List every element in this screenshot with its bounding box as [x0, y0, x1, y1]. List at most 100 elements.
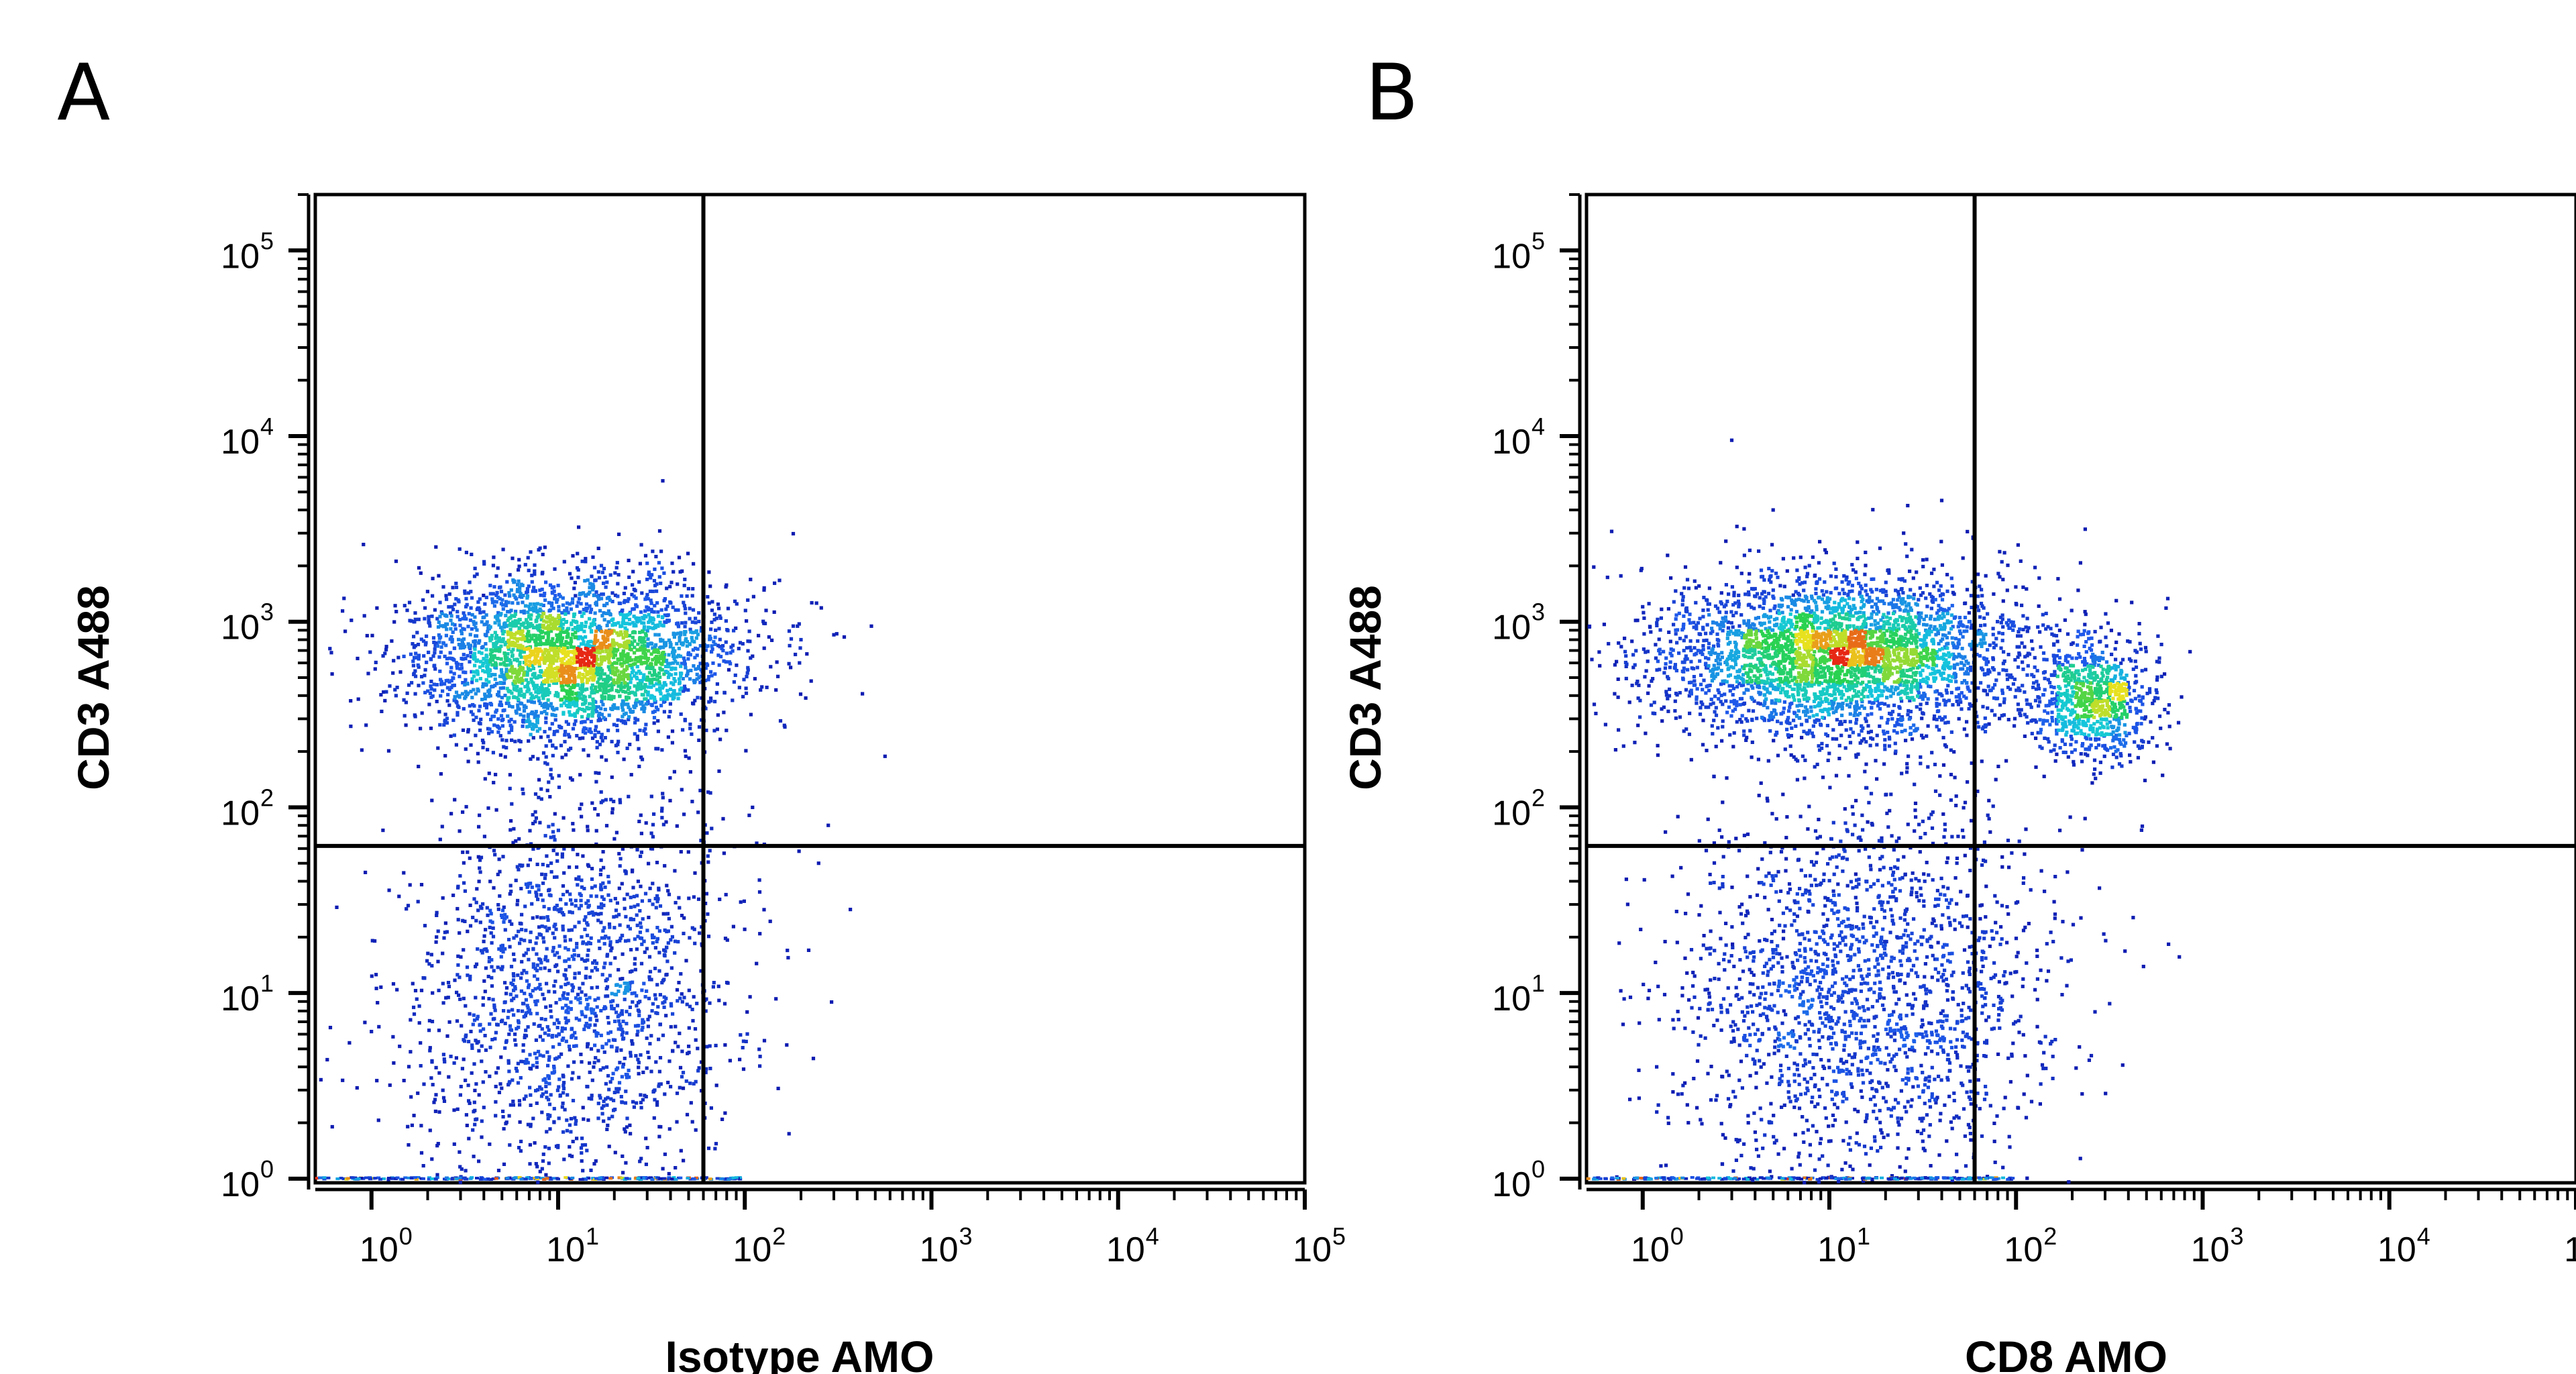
event-dot	[684, 754, 688, 758]
event-dot	[464, 1078, 468, 1082]
event-dot	[551, 1071, 555, 1075]
event-dot	[610, 1006, 614, 1010]
event-dot	[591, 621, 595, 625]
event-dot	[600, 733, 604, 737]
event-dot	[600, 614, 604, 618]
event-dot	[652, 677, 656, 682]
event-dot	[593, 1012, 597, 1016]
event-dot	[440, 825, 444, 829]
event-dot	[648, 616, 652, 620]
event-dot	[545, 1024, 549, 1029]
event-dot	[704, 1067, 708, 1071]
event-dot	[625, 1010, 629, 1014]
event-dot	[441, 982, 445, 986]
event-dot	[518, 653, 522, 657]
event-dot	[364, 723, 368, 727]
event-dot	[553, 980, 557, 984]
event-dot	[604, 994, 608, 998]
event-dot	[453, 627, 458, 631]
event-dot	[649, 678, 653, 682]
event-dot	[557, 1055, 561, 1059]
event-dot	[551, 743, 555, 747]
event-dot	[698, 788, 702, 792]
event-dot	[542, 940, 546, 944]
event-dot	[636, 1008, 640, 1012]
event-dot	[451, 893, 455, 898]
event-dot	[496, 903, 500, 907]
event-dot	[608, 646, 612, 650]
event-dot	[629, 905, 633, 909]
event-dot	[607, 1145, 611, 1149]
event-dot	[463, 681, 467, 685]
event-dot	[460, 657, 464, 661]
event-dot	[470, 1071, 474, 1075]
event-dot	[543, 661, 547, 665]
event-dot	[641, 917, 645, 921]
event-dot	[521, 724, 525, 729]
event-dot	[612, 641, 616, 645]
event-dot	[517, 929, 521, 933]
event-dot	[537, 796, 541, 800]
event-dot	[532, 586, 536, 590]
event-dot	[737, 686, 741, 690]
event-dot	[600, 668, 604, 672]
event-dot	[547, 1033, 551, 1037]
event-dot	[704, 902, 708, 906]
event-dot	[606, 893, 610, 897]
event-dot	[762, 646, 766, 650]
event-dot	[544, 744, 548, 748]
event-dot	[706, 860, 710, 864]
event-dot	[742, 678, 746, 682]
event-dot	[584, 560, 588, 564]
event-dot	[549, 657, 553, 661]
event-dot	[608, 613, 612, 617]
event-dot	[553, 617, 557, 621]
event-dot	[534, 816, 538, 820]
event-dot	[735, 664, 739, 668]
event-dot	[580, 802, 584, 806]
event-dot	[531, 965, 535, 969]
event-dot	[559, 644, 563, 648]
event-dot	[716, 602, 720, 606]
event-dot	[539, 617, 543, 622]
event-dot	[521, 634, 525, 638]
event-dot	[539, 1016, 543, 1021]
event-dot	[639, 1053, 643, 1057]
event-dot	[481, 745, 485, 749]
event-dot	[476, 600, 480, 604]
event-dot	[444, 594, 448, 598]
event-dot	[650, 681, 654, 685]
event-dot	[628, 707, 632, 711]
event-dot	[619, 613, 623, 617]
event-dot	[565, 678, 569, 682]
event-dot	[467, 645, 471, 649]
event-dot	[531, 606, 535, 610]
event-dot	[325, 1057, 329, 1062]
event-dot	[513, 987, 517, 991]
event-dot	[669, 1004, 674, 1008]
event-dot	[524, 1011, 528, 1015]
event-dot	[635, 1101, 639, 1105]
event-dot	[713, 1147, 717, 1151]
event-dot	[741, 1046, 745, 1050]
event-dot	[441, 1053, 445, 1057]
event-dot	[672, 635, 676, 639]
event-dot	[609, 1097, 613, 1101]
event-dot	[531, 633, 536, 637]
event-dot	[382, 690, 386, 694]
event-dot	[686, 672, 690, 676]
event-dot	[580, 677, 584, 681]
event-dot	[549, 604, 554, 608]
event-dot	[462, 627, 466, 631]
event-dot	[621, 977, 625, 981]
event-dot	[580, 627, 584, 631]
event-dot	[475, 572, 479, 576]
event-dot	[566, 684, 570, 688]
event-dot	[488, 639, 492, 643]
event-dot	[477, 708, 481, 712]
event-dot	[707, 601, 711, 605]
event-dot	[626, 988, 630, 992]
event-dot	[586, 899, 590, 903]
event-dot	[409, 1050, 413, 1054]
event-dot	[541, 1038, 545, 1042]
